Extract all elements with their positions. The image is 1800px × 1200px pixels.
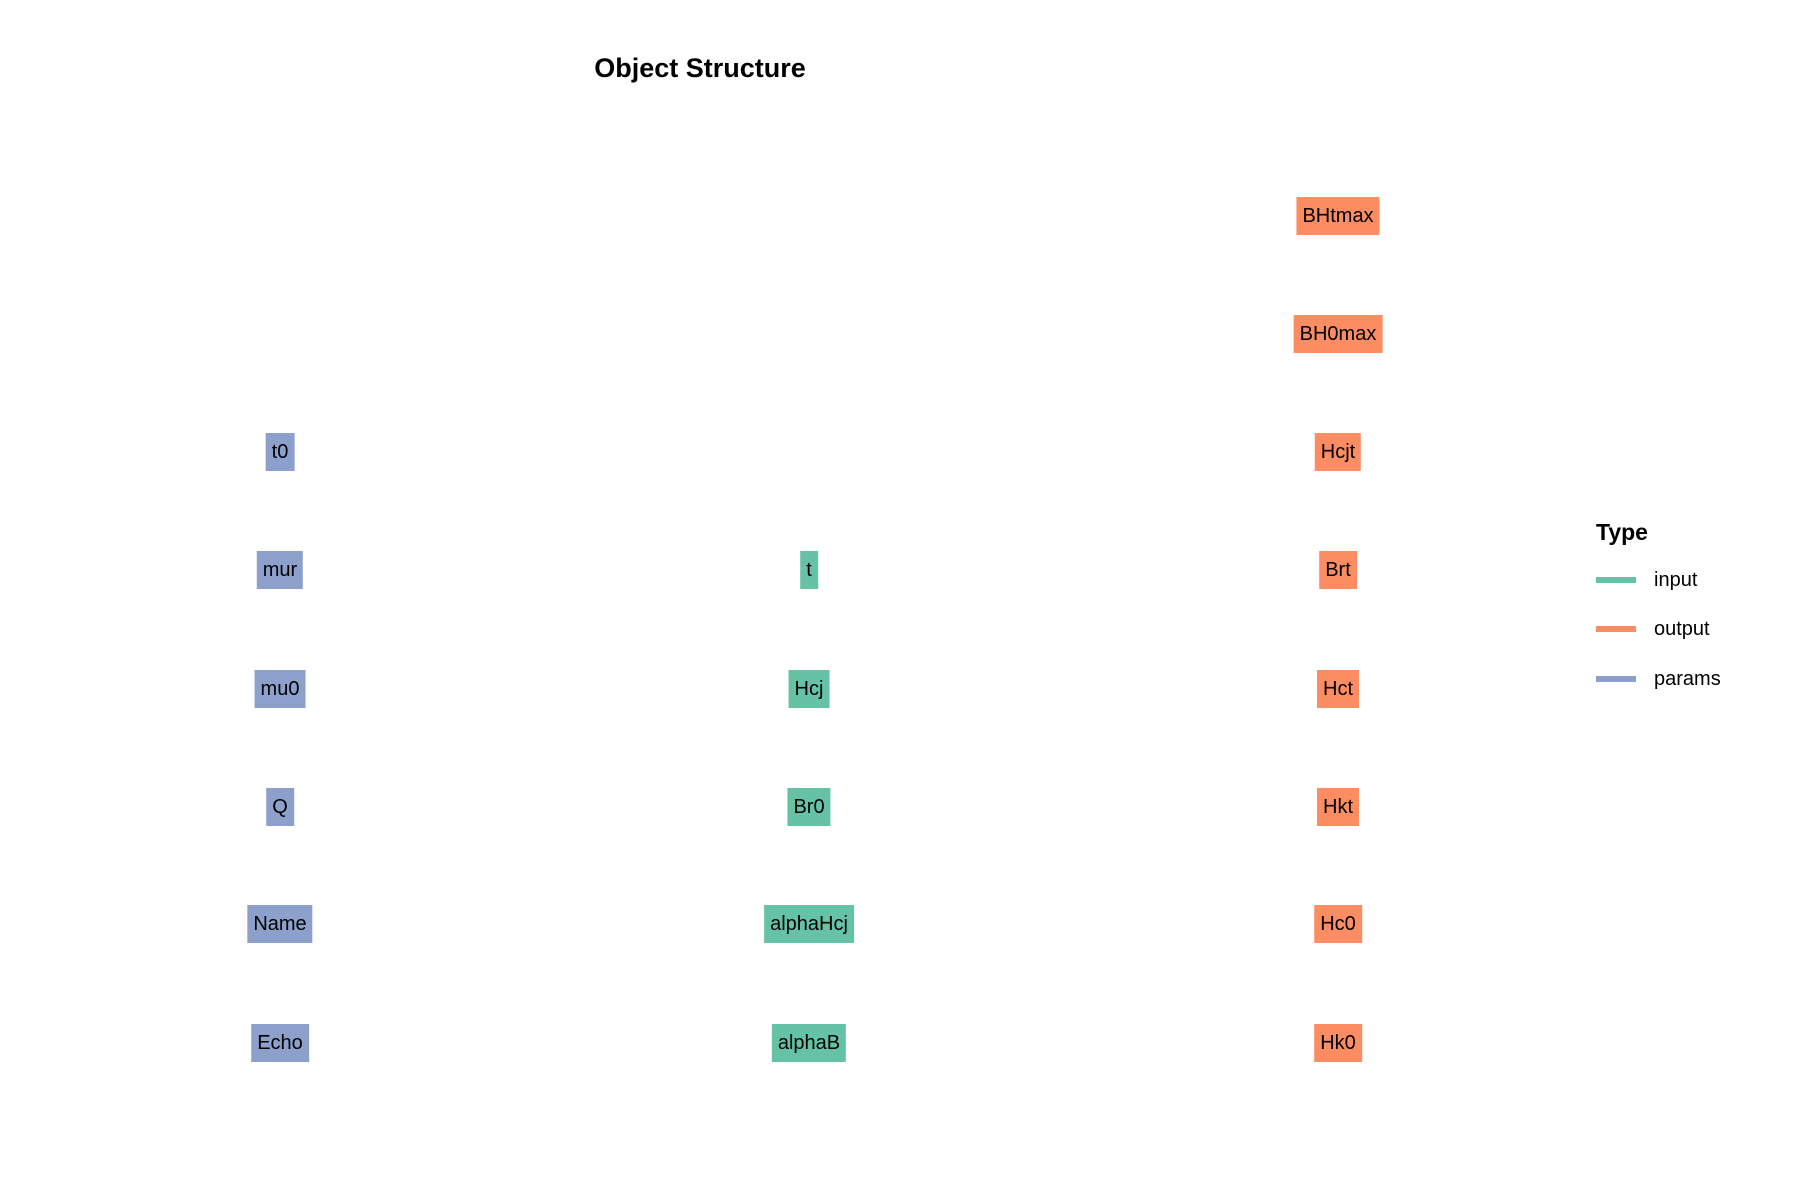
legend-swatch-input <box>1596 577 1636 583</box>
output-node: Hk0 <box>1314 1024 1362 1062</box>
params-node: t0 <box>265 433 295 471</box>
output-node: Brt <box>1319 551 1357 589</box>
input-node: Br0 <box>787 788 831 826</box>
params-node: Q <box>266 788 294 826</box>
params-node: Echo <box>251 1024 309 1062</box>
legend-label-input: input <box>1654 569 1698 591</box>
legend-item-params: params <box>1596 664 1786 694</box>
input-node: alphaHcj <box>764 905 854 943</box>
legend-item-output: output <box>1596 614 1786 644</box>
legend-swatch-params <box>1596 676 1636 682</box>
params-node: mur <box>256 551 304 589</box>
output-node: Hcjt <box>1314 433 1362 471</box>
output-node: Hc0 <box>1314 905 1362 943</box>
legend-item-input: input <box>1596 565 1786 595</box>
legend-swatch-output <box>1596 626 1636 632</box>
input-node: t <box>800 551 818 589</box>
params-node: mu0 <box>254 670 306 708</box>
legend-label-params: params <box>1654 668 1721 690</box>
legend-title: Type <box>1596 519 1648 545</box>
output-node: Hkt <box>1317 788 1359 826</box>
input-node: alphaB <box>771 1024 847 1062</box>
legend: Type input output params <box>1596 516 1786 696</box>
output-node: Hct <box>1317 670 1359 708</box>
diagram-title: Object Structure <box>594 53 806 83</box>
output-node: BHtmax <box>1296 197 1380 235</box>
output-node: BH0max <box>1293 315 1383 353</box>
input-node: Hcj <box>788 670 830 708</box>
legend-label-output: output <box>1654 618 1710 640</box>
params-node: Name <box>247 905 313 943</box>
